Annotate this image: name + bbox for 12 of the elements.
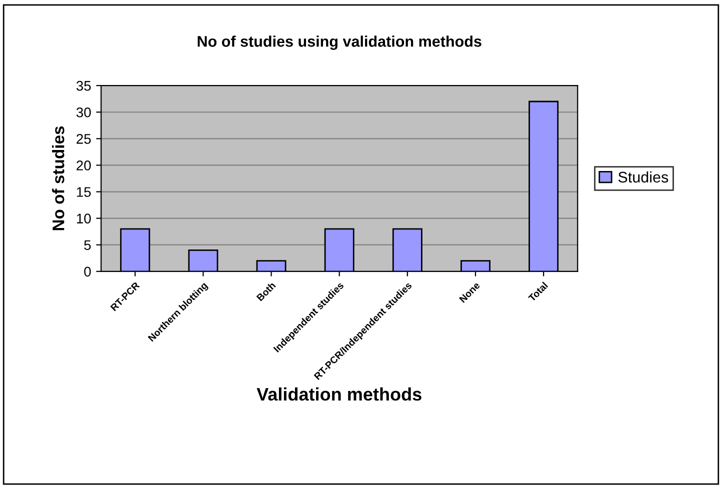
y-tick-label: 5: [84, 240, 91, 250]
y-tick-label: 20: [76, 160, 91, 170]
y-tick-label: 10: [76, 214, 91, 224]
y-tick-label: 30: [76, 107, 91, 118]
y-axis-title: No of studies: [52, 126, 64, 230]
y-tick-label: 15: [76, 187, 91, 197]
legend-label: Studies: [618, 171, 668, 183]
y-tick-label: 0: [84, 266, 91, 277]
x-axis-title: Validation methods: [256, 387, 422, 401]
y-tick-label: 25: [76, 134, 91, 144]
y-tick-label: 35: [76, 80, 91, 91]
chart-title: No of studies using validation methods: [198, 36, 482, 50]
